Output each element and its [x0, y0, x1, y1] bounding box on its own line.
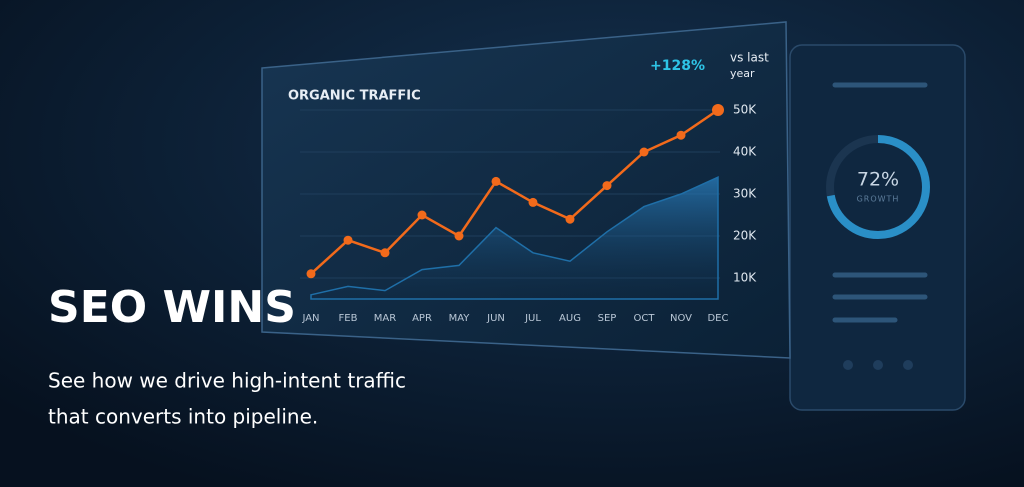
point: [602, 181, 612, 191]
side-card-dots: [843, 360, 913, 370]
gauge-caption: GROWTH: [857, 195, 900, 204]
x-tick-label: APR: [412, 313, 432, 324]
y-tick-label: 30K: [733, 187, 757, 201]
point: [639, 147, 649, 157]
gauge-value: 72%: [857, 169, 899, 191]
change-note: year: [730, 67, 755, 80]
point: [306, 269, 316, 279]
point: [565, 214, 575, 224]
point: [417, 210, 427, 220]
x-tick-label: SEP: [598, 313, 617, 324]
point: [380, 248, 390, 258]
point: [454, 231, 464, 241]
change-value: +128%: [650, 58, 705, 74]
x-tick-label: OCT: [634, 313, 656, 324]
point: [676, 130, 686, 140]
hero-subtitle: that converts into pipeline.: [48, 405, 318, 429]
x-tick-label: JUL: [524, 313, 541, 324]
x-tick-label: AUG: [559, 313, 581, 324]
y-tick-label: 20K: [733, 229, 757, 243]
x-tick-label: MAR: [374, 313, 396, 324]
side-card-lines: [832, 82, 928, 323]
side-card: [789, 44, 966, 411]
x-tick-label: JUN: [486, 313, 505, 324]
chart-title: ORGANIC TRAFFIC: [288, 89, 421, 104]
y-tick-label: 50K: [733, 103, 757, 117]
x-tick-label: NOV: [670, 313, 692, 324]
change-note: vs last: [730, 51, 769, 65]
x-tick-label: MAY: [449, 313, 471, 324]
point: [491, 176, 501, 186]
x-tick-label: JAN: [301, 313, 319, 324]
hero-title: SEO WINS: [48, 282, 296, 333]
point: [343, 235, 353, 245]
y-tick-label: 10K: [733, 271, 757, 285]
x-tick-label: DEC: [707, 313, 728, 324]
point: [528, 197, 538, 207]
area: [310, 176, 719, 300]
line: [310, 108, 719, 275]
x-tick-label: FEB: [339, 313, 358, 324]
point: [712, 104, 724, 116]
hero-subtitle: See how we drive high-intent traffic: [48, 369, 406, 393]
gauge-arc: [826, 135, 930, 239]
y-tick-label: 40K: [733, 145, 757, 159]
